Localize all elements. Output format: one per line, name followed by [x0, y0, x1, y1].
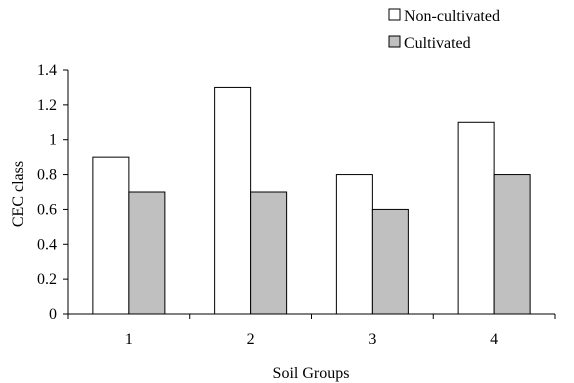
- y-tick-label: 0: [49, 306, 57, 323]
- y-tick-label: 1.4: [37, 62, 57, 79]
- y-axis: 0 0.2 0.4 0.6 0.8 1 1.2 1.4: [37, 62, 69, 323]
- x-tick-label: 1: [125, 331, 133, 348]
- bar-non-cultivated-group-1: [92, 156, 130, 315]
- legend-label-non-cultivated: Non-cultivated: [404, 8, 500, 25]
- y-tick-label: 1.2: [37, 97, 57, 114]
- y-axis-label: CEC class: [10, 161, 27, 227]
- x-axis: 1 2 3 4: [67, 313, 556, 348]
- bar-non-cultivated-group-3: [335, 174, 373, 315]
- y-tick-label: 0.2: [37, 271, 57, 288]
- bar-non-cultivated-group-2: [214, 86, 252, 315]
- legend-label-cultivated: Cultivated: [404, 35, 471, 52]
- bar-cultivated-group-3: [371, 208, 409, 315]
- x-tick-label: 4: [490, 331, 498, 348]
- legend-swatch-cultivated: [388, 35, 401, 48]
- bar-cultivated-group-4: [493, 174, 531, 315]
- legend: Non-cultivated Cultivated: [388, 8, 500, 52]
- bar-cultivated-group-2: [250, 191, 288, 315]
- legend-swatch-non-cultivated: [388, 8, 401, 21]
- y-tick-label: 0.4: [37, 236, 57, 253]
- bar-cultivated-group-1: [128, 191, 166, 315]
- bars: [92, 86, 531, 315]
- y-tick-label: 0.8: [37, 167, 57, 184]
- x-axis-label: Soil Groups: [273, 365, 350, 382]
- y-tick-label: 1: [49, 132, 57, 149]
- x-tick-label: 2: [247, 331, 255, 348]
- bar-non-cultivated-group-4: [457, 121, 495, 315]
- x-tick-label: 3: [368, 331, 376, 348]
- y-tick-label: 0.6: [37, 201, 57, 218]
